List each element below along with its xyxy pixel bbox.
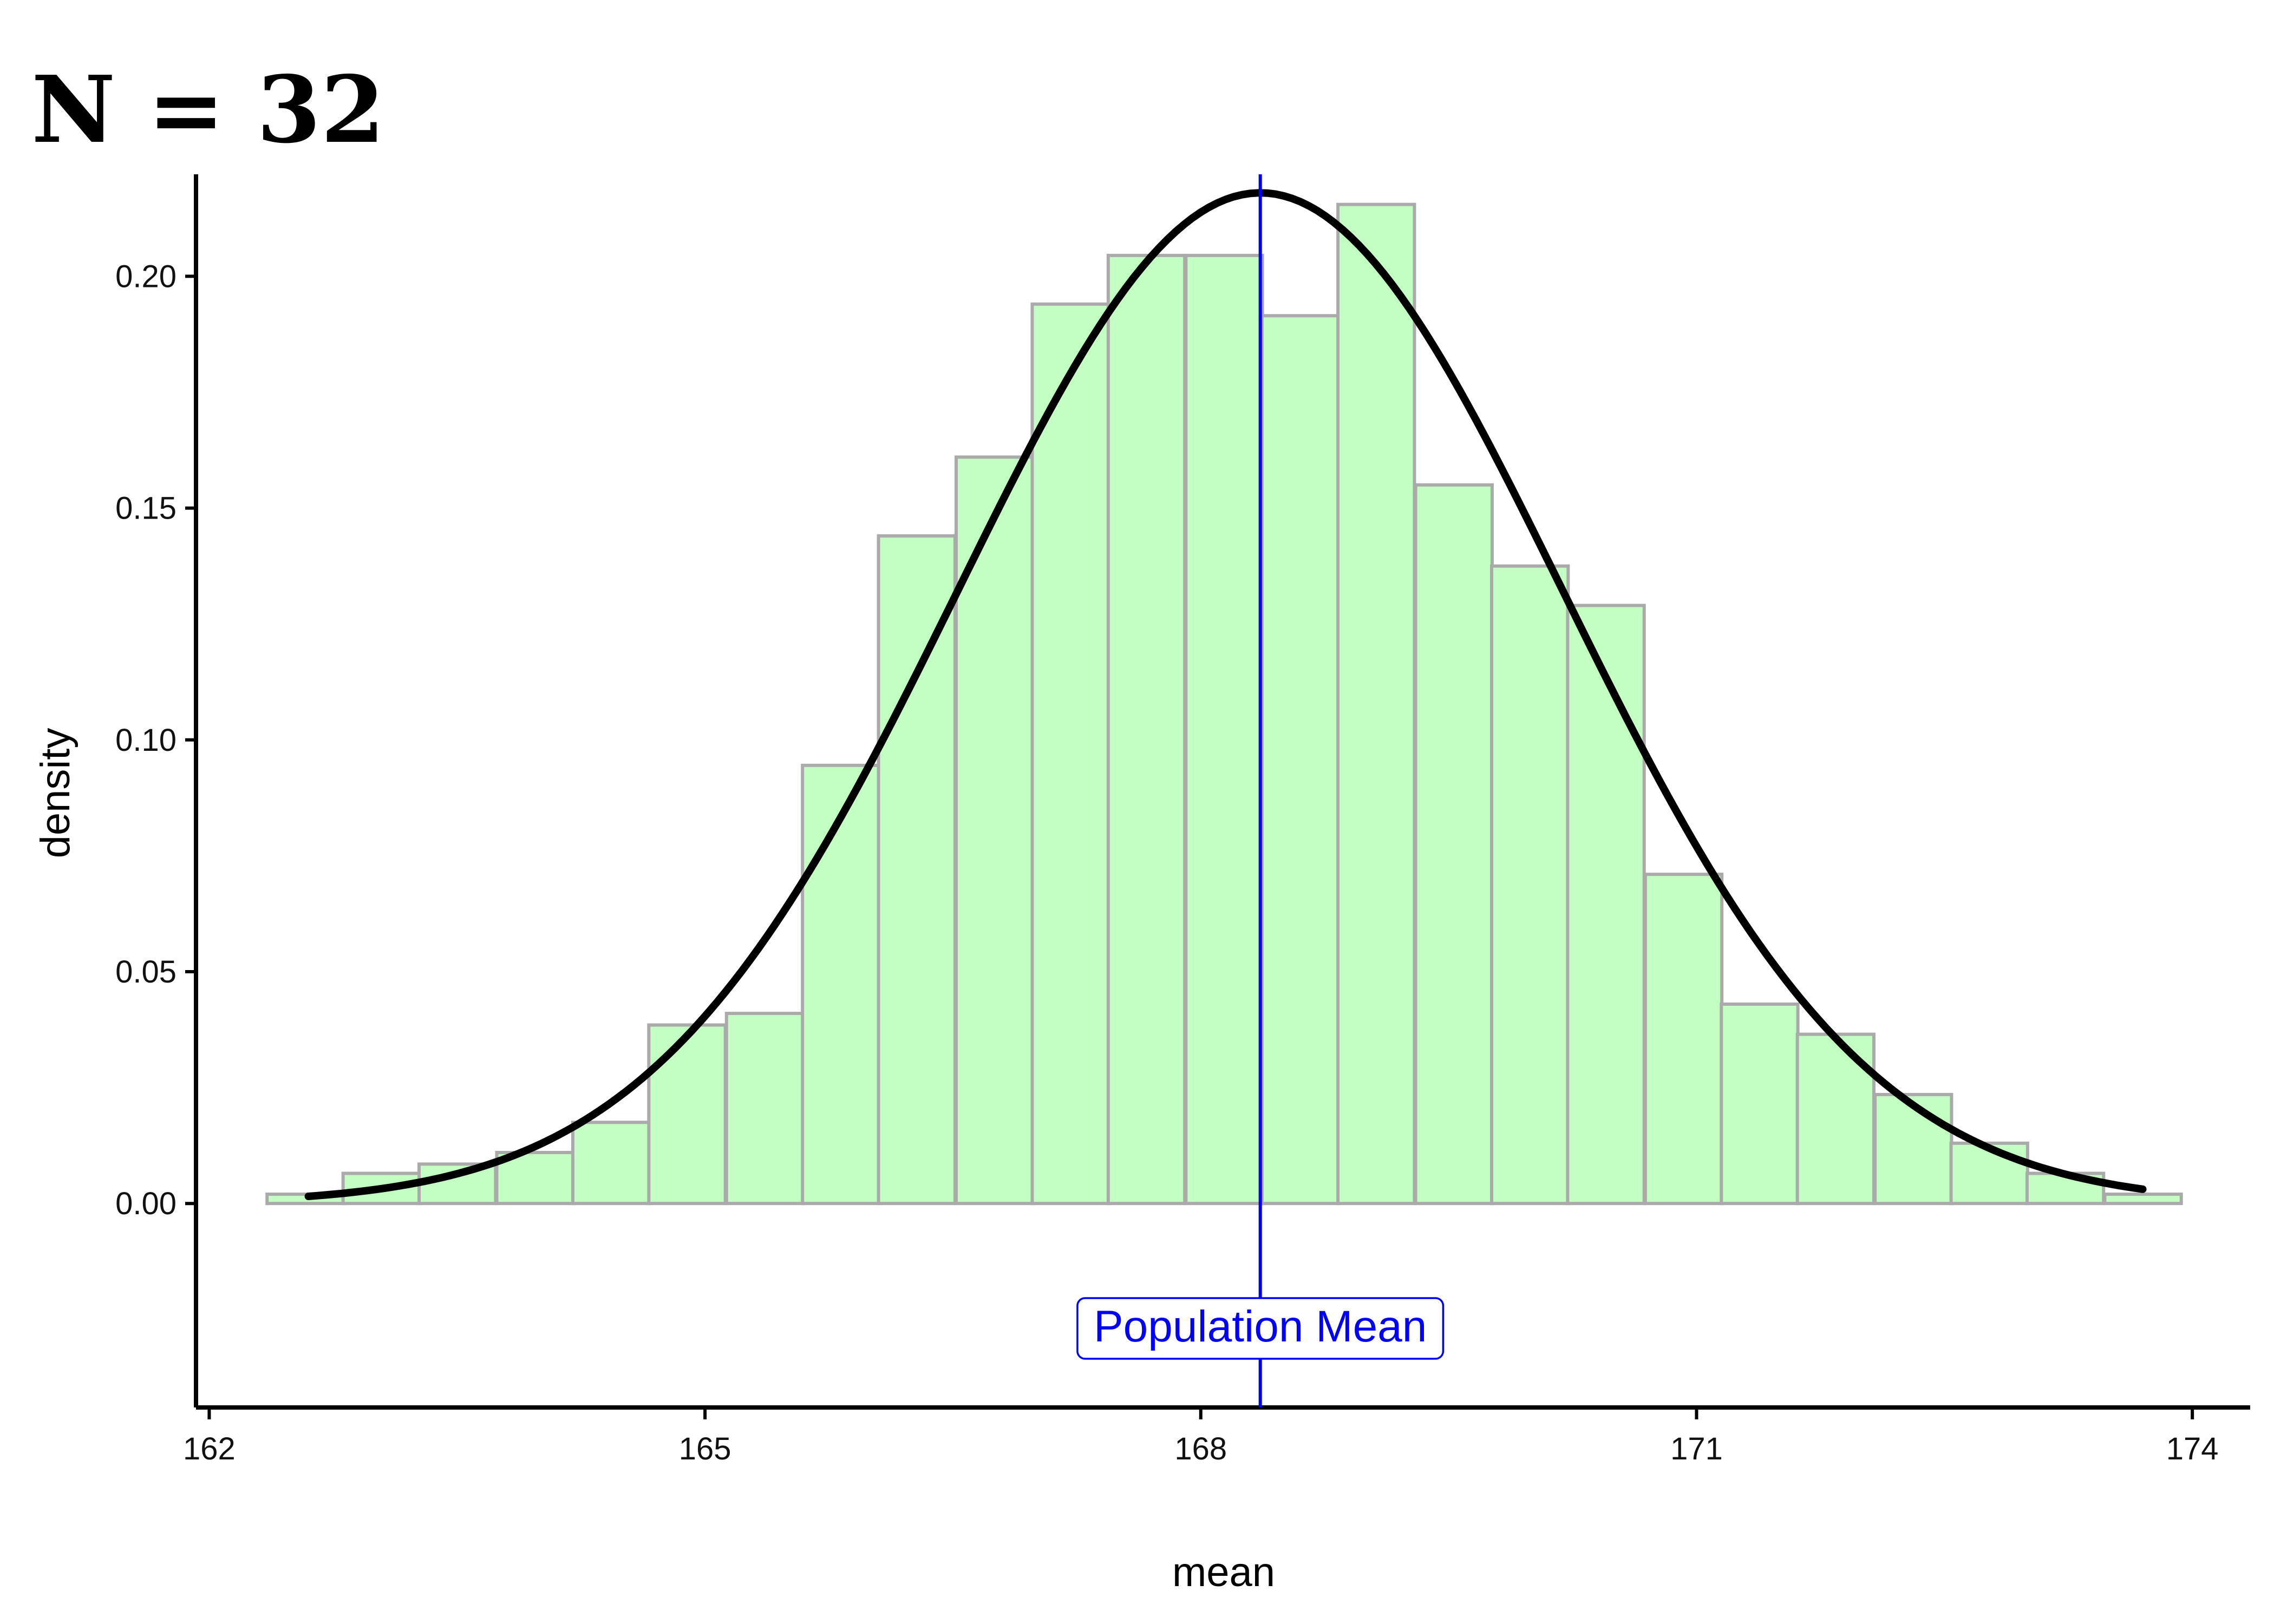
x-tick-label: 174 bbox=[2166, 1431, 2219, 1466]
histogram-bar bbox=[1260, 314, 1341, 1206]
x-tick-label: 168 bbox=[1174, 1431, 1227, 1466]
histogram-bar bbox=[1414, 483, 1494, 1206]
histogram-bar bbox=[877, 534, 957, 1206]
y-tick-label: 0.15 bbox=[115, 491, 177, 526]
population-mean-label: Population Mean bbox=[1094, 1302, 1427, 1351]
y-tick-label: 0.05 bbox=[115, 954, 177, 990]
histogram-bar bbox=[1566, 604, 1646, 1206]
y-axis-title: density bbox=[32, 728, 79, 859]
y-ticks: 0.00 0.05 0.10 0.15 0.20 bbox=[115, 259, 196, 1221]
density-curve bbox=[304, 189, 2147, 1200]
histogram-bar bbox=[647, 1023, 727, 1206]
histogram-bar bbox=[2103, 1193, 2183, 1206]
x-ticks: 162 165 168 171 174 bbox=[183, 1407, 2219, 1466]
y-tick-label: 0.00 bbox=[115, 1186, 177, 1221]
histogram-bars bbox=[265, 202, 2183, 1206]
histogram-bar bbox=[1030, 302, 1110, 1206]
x-tick-label: 162 bbox=[183, 1431, 236, 1466]
histogram-bar bbox=[1643, 873, 1724, 1206]
histogram-bar bbox=[1720, 1002, 1800, 1206]
histogram-bar bbox=[1489, 564, 1570, 1206]
population-mean-label-box bbox=[1076, 1297, 1445, 1360]
histogram-bar bbox=[1949, 1141, 2029, 1206]
histogram-bar bbox=[801, 763, 881, 1206]
histogram-bar bbox=[724, 1012, 805, 1206]
histogram-bar bbox=[1873, 1092, 1953, 1206]
histogram-bar bbox=[955, 455, 1035, 1206]
x-axis-title: mean bbox=[1172, 1549, 1275, 1595]
x-tick-label: 171 bbox=[1670, 1431, 1723, 1466]
x-tick-label: 165 bbox=[679, 1431, 731, 1466]
histogram-bar bbox=[1184, 253, 1264, 1206]
chart-title: N = 32 bbox=[31, 56, 385, 164]
population-mean-annotation: Population Mean bbox=[1076, 1297, 1445, 1360]
histogram-bar bbox=[1336, 202, 1416, 1206]
y-tick-label: 0.10 bbox=[115, 723, 177, 758]
histogram-bar bbox=[571, 1121, 651, 1206]
y-tick-label: 0.20 bbox=[115, 259, 177, 294]
histogram-bar bbox=[1106, 253, 1187, 1206]
